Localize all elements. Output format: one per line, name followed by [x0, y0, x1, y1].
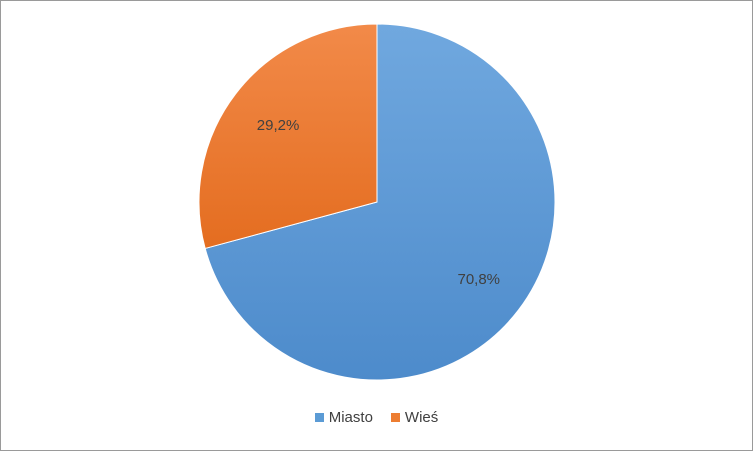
legend-swatch-wies [390, 413, 400, 422]
legend-item-miasto: Miasto [314, 409, 373, 426]
pie-slice-miasto [204, 23, 556, 381]
legend-swatch-miasto [314, 413, 324, 422]
data-label-wieś: 29,2% [257, 117, 300, 134]
pie-slice-wieś [198, 23, 378, 250]
legend-label-wies: Wieś [404, 409, 439, 426]
legend-label-miasto: Miasto [328, 409, 373, 426]
data-label-miasto: 70,8% [457, 271, 500, 288]
legend: Miasto Wieś [0, 409, 753, 426]
legend-item-wies: Wieś [390, 409, 439, 426]
